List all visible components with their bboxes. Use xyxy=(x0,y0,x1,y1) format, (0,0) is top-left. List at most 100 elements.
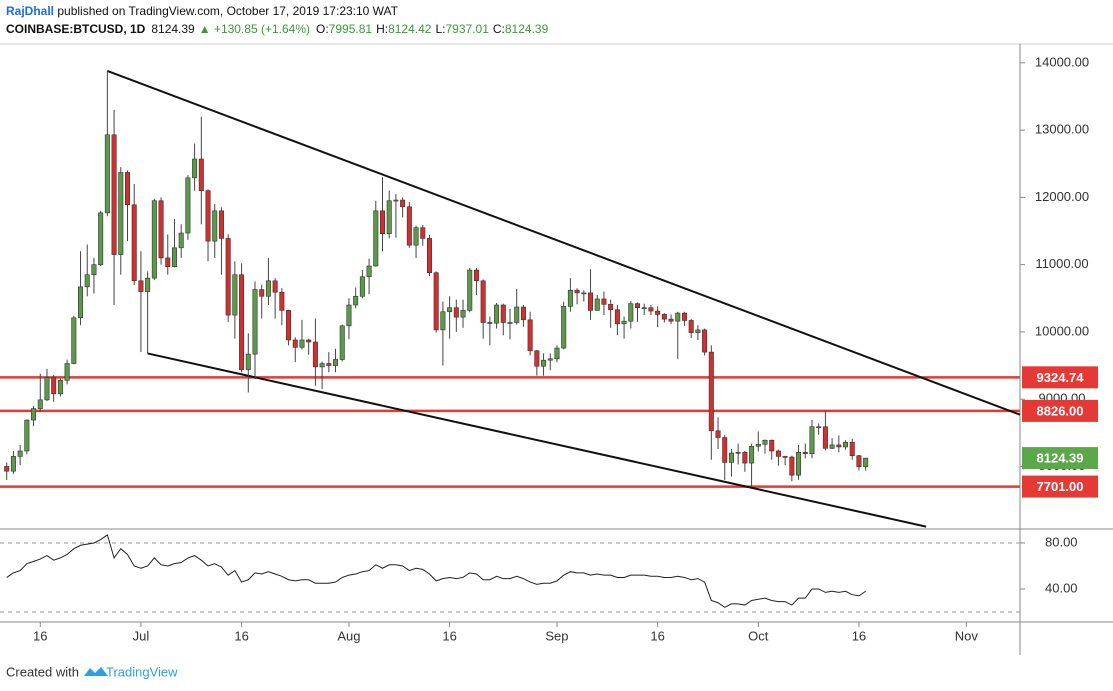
candle-body xyxy=(265,280,271,297)
candle-body xyxy=(453,307,459,318)
x-tick-label: Sep xyxy=(545,628,568,643)
x-tick-label: Aug xyxy=(337,628,360,643)
symbol-line: COINBASE:BTCUSD, 1D 8124.39 ▲ +130.85 (+1.… xyxy=(6,22,549,36)
publish-line: RajDhall published on TradingView.com, O… xyxy=(6,4,399,18)
rsi-tick-label: 40.00 xyxy=(1045,580,1078,595)
x-tick-label: Nov xyxy=(955,628,979,643)
logo xyxy=(84,667,108,676)
candle-body xyxy=(218,210,224,239)
candle-body xyxy=(809,426,815,454)
candle-body xyxy=(192,158,198,179)
candle-body xyxy=(802,452,808,454)
candle-body xyxy=(400,199,406,208)
candle-body xyxy=(520,306,526,321)
last-price-box xyxy=(1022,447,1098,470)
ohlc-head: O:7995.81 H:8124.42 L:7937.01 C:8124.39 xyxy=(316,22,549,36)
level-label: 9324.74 xyxy=(1037,370,1085,385)
candle-body xyxy=(125,172,131,206)
candle-body xyxy=(212,210,218,242)
candle-body xyxy=(567,289,573,307)
candle-body xyxy=(225,238,231,316)
candle-body xyxy=(31,408,37,421)
change: ▲ +130.85 (+1.64%) xyxy=(199,22,310,36)
candle-body xyxy=(675,312,681,322)
candle-body xyxy=(715,430,721,438)
candle-body xyxy=(527,319,533,352)
candle-body xyxy=(353,295,359,306)
candle-body xyxy=(286,310,292,341)
ohlc-value: 8124.42 xyxy=(388,22,432,36)
y-tick-label: 10000.00 xyxy=(1035,323,1089,338)
candle-body xyxy=(782,456,788,458)
level-box xyxy=(1022,366,1098,389)
candle-body xyxy=(51,377,57,395)
candle-body xyxy=(145,277,151,292)
candle-body xyxy=(17,450,23,457)
published: published on TradingView.com, October 17… xyxy=(54,4,399,18)
candle-body xyxy=(151,200,157,279)
candle-body xyxy=(239,274,245,370)
candle-body xyxy=(57,380,63,395)
candle-body xyxy=(574,289,580,294)
candle-body xyxy=(507,322,513,324)
footer: Created with TradingView xyxy=(6,664,178,679)
trendline xyxy=(147,352,927,528)
candle-body xyxy=(681,312,687,321)
candle-body xyxy=(661,314,667,320)
candle-body xyxy=(406,206,412,246)
candle-body xyxy=(131,204,137,282)
candle-body xyxy=(386,200,392,235)
candle-body xyxy=(735,452,741,454)
x-tick-label: 16 xyxy=(650,628,664,643)
candle-body xyxy=(628,303,634,322)
candle-body xyxy=(467,269,473,311)
y-tick-label: 12000.00 xyxy=(1035,189,1089,204)
candle-body xyxy=(245,353,251,370)
candle-body xyxy=(37,399,43,409)
candle-body xyxy=(373,210,379,267)
candle-body xyxy=(4,466,10,472)
candle-body xyxy=(541,359,547,367)
candle-body xyxy=(514,306,520,323)
candle-body xyxy=(299,339,305,348)
candle-body xyxy=(500,304,506,323)
candle-body xyxy=(91,264,97,276)
level-label: 7701.00 xyxy=(1037,479,1084,494)
candle-body xyxy=(789,456,795,476)
ohlc-value: 8124.39 xyxy=(505,22,549,36)
candle-body xyxy=(185,177,191,234)
rsi-tick-label: 80.00 xyxy=(1045,534,1078,549)
rsi-line xyxy=(6,534,866,608)
candle-body xyxy=(856,455,862,468)
y-tick-label: 11000.00 xyxy=(1035,256,1088,271)
candle-body xyxy=(641,307,647,309)
candle-body xyxy=(64,363,70,381)
candle-body xyxy=(473,269,479,282)
candle-body xyxy=(447,307,453,313)
candle-body xyxy=(440,311,446,331)
level-box xyxy=(1022,399,1098,422)
candle-body xyxy=(333,359,339,366)
level-box xyxy=(1022,475,1098,498)
footer-brand[interactable]: TradingView xyxy=(106,664,178,679)
candle-body xyxy=(769,439,775,452)
candle-body xyxy=(252,289,258,355)
candle-body xyxy=(426,238,432,274)
candle-body xyxy=(259,289,265,297)
candle-body xyxy=(863,457,869,468)
candle-body xyxy=(796,452,802,476)
price: 8124.39 xyxy=(151,22,195,36)
candle-body xyxy=(749,445,755,464)
x-tick-label: 16 xyxy=(33,628,47,643)
candle-body xyxy=(581,292,587,295)
candle-body xyxy=(420,227,426,239)
candle-body xyxy=(588,292,594,311)
candle-body xyxy=(601,298,607,305)
candle-body xyxy=(98,212,104,265)
candle-body xyxy=(849,441,855,456)
candle-body xyxy=(138,280,144,292)
candle-body xyxy=(104,134,110,214)
candle-body xyxy=(621,320,627,325)
candle-body xyxy=(742,452,748,464)
